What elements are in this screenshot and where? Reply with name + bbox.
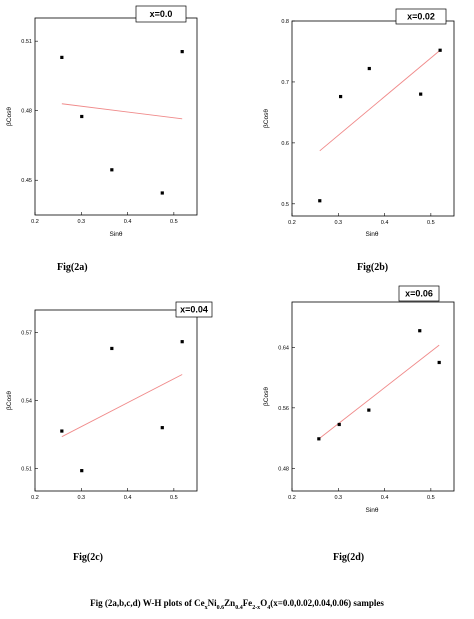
data-point-a-1 [80, 114, 84, 119]
x-axis-label-b: Sinθ [365, 231, 378, 238]
y-tick-label-a-1: 0.48 [21, 109, 32, 115]
fit-line-b [319, 49, 441, 152]
x-tick-label-b-1: 0.3 [334, 220, 342, 226]
plot-frame-d [291, 301, 455, 492]
y-axis-label-b: βCosθ [263, 109, 270, 128]
chart-title-a: x=0.0 [150, 9, 173, 19]
data-point-d-4 [437, 360, 441, 365]
y-axis-label-a: βCosθ [6, 107, 13, 126]
data-point-b-4 [438, 48, 442, 52]
data-point-b-3 [419, 92, 423, 96]
x-tick-label-b-0: 0.2 [288, 220, 296, 226]
y-tick-label-b-3: 0.8 [281, 19, 289, 25]
data-point-d-1 [337, 422, 341, 427]
data-point-d-0 [317, 437, 321, 441]
caption-fig-2d: Fig(2d) [333, 552, 365, 563]
y-tick-label-b-2: 0.7 [281, 80, 289, 86]
y-tick-label-a-2: 0.51 [21, 39, 32, 45]
x-tick-label-a-2: 0.4 [124, 219, 132, 225]
data-point-b-1 [339, 94, 343, 99]
plot-frame-a [34, 17, 198, 216]
figure-caption: Fig (2a,b,c,d) W-H plots of CexNi0.6Zn0.… [90, 598, 384, 611]
title-badge-a [135, 5, 187, 23]
chart-title-c: x=0.04 [180, 305, 208, 315]
y-tick-label-c-1: 0.54 [21, 399, 32, 405]
data-point-b-0 [318, 199, 322, 203]
data-point-a-3 [160, 191, 164, 195]
data-point-d-2 [367, 408, 371, 412]
data-point-b-2 [367, 66, 371, 71]
y-tick-label-d-1: 0.56 [278, 406, 289, 412]
x-tick-label-c-0: 0.2 [31, 495, 39, 501]
caption-fig-2a: Fig(2a) [57, 262, 88, 273]
x-tick-label-a-1: 0.3 [77, 219, 85, 225]
x-tick-label-b-3: 0.5 [427, 220, 435, 226]
x-tick-label-b-2: 0.4 [381, 220, 389, 226]
title-badge-c [175, 301, 213, 318]
y-tick-label-b-0: 0.5 [281, 202, 289, 208]
x-tick-label-d-0: 0.2 [288, 495, 296, 501]
chart-title-b: x=0.02 [407, 12, 435, 22]
y-tick-label-c-2: 0.57 [21, 331, 32, 337]
x-tick-label-c-2: 0.4 [124, 495, 132, 501]
x-tick-label-a-0: 0.2 [31, 219, 39, 225]
x-axis-label-a: Sinθ [109, 231, 122, 238]
y-tick-label-c-0: 0.51 [21, 466, 32, 472]
data-point-d-3 [418, 329, 422, 333]
x-tick-label-c-3: 0.5 [170, 495, 178, 501]
data-point-a-2 [110, 168, 114, 172]
data-point-c-0 [60, 429, 64, 433]
data-point-c-2 [110, 346, 114, 351]
data-point-c-3 [160, 426, 164, 430]
y-axis-label-c: βCosθ [6, 391, 13, 410]
plot-frame-b [291, 20, 455, 217]
title-badge-d [398, 285, 440, 302]
x-tick-label-d-2: 0.4 [381, 495, 389, 501]
x-tick-label-a-3: 0.5 [170, 219, 178, 225]
y-tick-label-a-0: 0.45 [21, 178, 32, 184]
data-point-c-4 [180, 340, 184, 344]
caption-fig-2b: Fig(2b) [357, 262, 389, 273]
y-axis-label-d: βCosθ [263, 387, 270, 406]
fit-line-c [61, 374, 183, 438]
fit-line-d [318, 344, 440, 440]
y-tick-label-b-1: 0.6 [281, 141, 289, 147]
fit-line-a [61, 103, 183, 120]
x-tick-label-d-3: 0.5 [427, 495, 435, 501]
chart-title-d: x=0.06 [405, 289, 433, 299]
title-badge-b [395, 8, 447, 25]
y-tick-label-d-0: 0.48 [278, 466, 289, 472]
y-tick-label-d-2: 0.64 [278, 345, 289, 351]
x-tick-label-d-1: 0.3 [334, 495, 342, 501]
data-point-c-1 [80, 469, 84, 473]
x-tick-label-c-1: 0.3 [77, 495, 85, 501]
caption-fig-2c: Fig(2c) [73, 552, 103, 563]
x-axis-label-d: Sinθ [365, 507, 378, 514]
data-point-a-4 [180, 50, 184, 54]
data-point-a-0 [60, 55, 64, 59]
